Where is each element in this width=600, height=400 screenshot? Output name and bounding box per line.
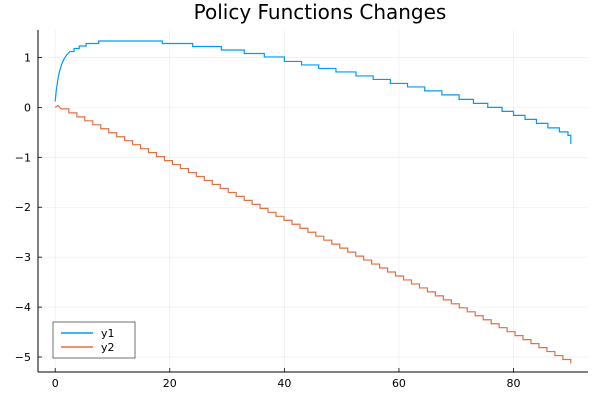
y-tick-label: −3 [15,251,31,264]
y-tick-label: 1 [24,51,31,64]
chart-title: Policy Functions Changes [194,0,447,24]
x-tick-label: 80 [507,377,521,390]
axes [37,30,588,373]
legend-label-y2: y2 [101,341,115,354]
x-tick-label: 20 [163,377,177,390]
y-tick-label: −4 [15,301,31,314]
y-tick-label: −2 [15,201,31,214]
legend-label-y1: y1 [101,327,115,340]
grid [38,30,588,372]
series-layer [54,40,572,364]
series-line-y1 [54,40,572,144]
y-tick-label: −5 [15,351,31,364]
x-tick-label: 40 [277,377,291,390]
x-tick-label: 60 [392,377,406,390]
series-line-y2 [54,104,572,364]
x-tick-label: 0 [52,377,59,390]
y-tick-label: −1 [15,151,31,164]
y-tick-label: 0 [24,101,31,114]
legend-box [52,321,136,359]
ticks: 0 20 40 60 80 1 0 −1 −2 −3 −4 −5 [15,51,521,390]
